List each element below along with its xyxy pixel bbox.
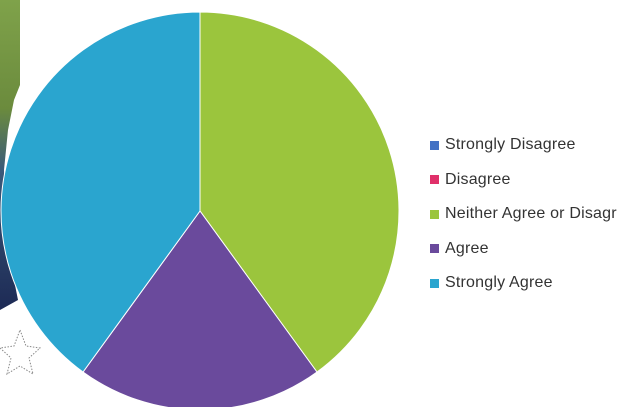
legend-label: Strongly Disagree [445, 136, 576, 154]
chart-legend: Strongly Disagree Disagree Neither Agree… [430, 128, 623, 301]
legend-swatch [430, 244, 439, 254]
legend-swatch [430, 278, 439, 288]
pie-chart [0, 11, 400, 407]
pie-slice-strongly-agree [0, 11, 201, 373]
legend-swatch [430, 175, 439, 185]
legend-swatch [430, 140, 439, 150]
legend-swatch [430, 209, 439, 219]
legend-item-strongly-agree: Strongly Agree [430, 266, 623, 301]
legend-label: Disagree [445, 170, 511, 188]
legend-item-agree: Agree [430, 232, 623, 267]
pie-slice-agree [82, 210, 318, 407]
legend-item-neither: Neither Agree or Disagr [430, 197, 623, 232]
pie-slice-neither-agree-or-disagree [199, 11, 400, 373]
legend-item-strongly-disagree: Strongly Disagree [430, 128, 623, 163]
legend-item-disagree: Disagree [430, 163, 623, 198]
legend-label: Strongly Agree [445, 274, 553, 292]
legend-label: Agree [445, 239, 489, 257]
star-outline-icon [0, 328, 42, 376]
legend-label: Neither Agree or Disagr [445, 205, 617, 223]
